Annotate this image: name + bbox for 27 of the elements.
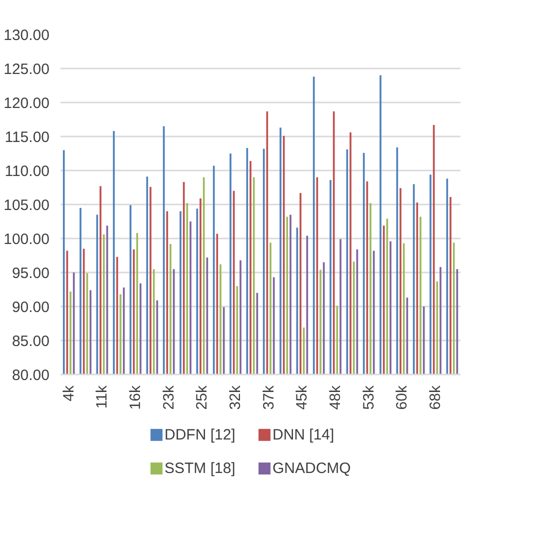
x-tick-label: 11k (94, 385, 111, 409)
x-tick-label: 45k (294, 385, 311, 410)
y-tick-label: 110.00 (4, 163, 50, 180)
x-tick-label: 37k (260, 385, 278, 410)
x-tick-label: 53k (360, 385, 378, 410)
legend-label: GNADCMQ (272, 460, 351, 477)
y-tick-label: 120.00 (4, 95, 50, 112)
y-tick-label: 90.00 (12, 299, 50, 316)
x-tick-label: 68k (427, 385, 444, 410)
y-tick-label: 115.00 (4, 129, 50, 146)
x-tick-label: 25k (194, 385, 211, 410)
legend-label: DDFN [12] (164, 426, 236, 444)
x-tick-label: 48k (327, 385, 344, 410)
y-tick-label: 85.00 (12, 333, 50, 350)
legend-label: DNN [14] (272, 426, 334, 444)
x-tick-label: 4k (60, 385, 78, 402)
y-tick-label: 100.00 (4, 231, 50, 248)
x-tick-label: 60k (394, 385, 411, 410)
y-tick-label: 95.00 (12, 265, 50, 282)
y-tick-label: 125.00 (4, 61, 50, 78)
y-tick-label: 130.00 (4, 27, 50, 44)
x-tick-label: 23k (160, 385, 178, 410)
legend-label: SSTM [18] (164, 460, 236, 477)
x-tick-label: 16k (127, 385, 144, 410)
y-tick-label: 105.00 (4, 197, 50, 214)
y-tick-label: 80.00 (12, 367, 50, 384)
x-tick-label: 32k (227, 385, 244, 410)
